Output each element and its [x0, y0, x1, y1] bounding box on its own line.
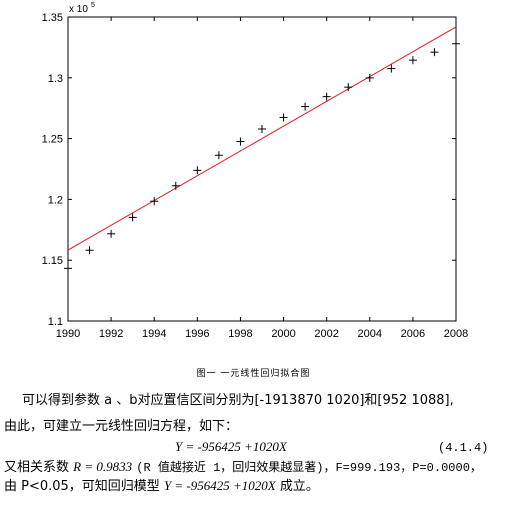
data-points: [64, 39, 460, 273]
data-point-marker: [452, 39, 460, 48]
axis-tick-labels: 1990 1992 1994 1996 1998 2000 2002 2004 2006 2008…: [42, 12, 469, 340]
correlation-value: R = 0.9833: [73, 459, 133, 474]
x-tick-label: 2002: [314, 328, 338, 340]
data-point-marker: [279, 113, 288, 122]
y-tick-label: 1.2: [48, 194, 63, 206]
conclusion-model: Y = -956425 +1020X: [163, 478, 276, 493]
data-point-marker: [408, 56, 417, 65]
data-point-marker: [365, 73, 374, 82]
y-tick-label: 1.15: [42, 255, 63, 267]
data-point-marker: [64, 264, 72, 273]
paragraph-equation-intro: 由此，可建立一元线性回归方程，如下：: [4, 419, 239, 434]
paragraph-confidence-intervals: 可以得到参数 a 、b对应置信区间分别为[-1913870 1020]和[952…: [22, 393, 454, 408]
y-tick-label: 1.25: [42, 134, 63, 146]
paragraph-correlation: 又相关系数 R = 0.9833 (R 值越接近 1，回归效果越显著)，F=99…: [4, 458, 504, 477]
data-point-marker: [107, 229, 116, 238]
regression-line: [67, 26, 457, 251]
figure-caption: 图一 一元线性回归拟合图: [196, 369, 311, 379]
data-point-marker: [387, 64, 396, 73]
data-point-marker: [430, 48, 439, 57]
x-tick-label: 2006: [401, 328, 425, 340]
axis-ticks: [67, 16, 457, 322]
data-point-marker: [258, 124, 266, 133]
data-point-marker: [85, 246, 94, 255]
equation-number: (4.1.4): [438, 441, 489, 455]
data-point-marker: [214, 151, 223, 160]
paragraph-conclusion: 由 P<0.05，可知回归模型 Y = -956425 +1020X 成立。: [4, 477, 504, 496]
data-point-marker: [128, 213, 137, 222]
correlation-prefix: 又相关系数: [4, 460, 70, 475]
y-tick-label: 1.3: [48, 73, 63, 85]
y-tick-label: 1.35: [42, 12, 63, 24]
data-point-marker: [344, 83, 353, 92]
data-point-marker: [236, 137, 245, 146]
plot-area: [67, 16, 457, 322]
x-tick-label: 1992: [99, 328, 123, 340]
data-point-marker: [150, 197, 159, 206]
data-point-marker: [322, 92, 331, 101]
data-point-marker: [171, 181, 180, 190]
y-exponent-power: 5: [91, 2, 95, 9]
x-tick-label: 2000: [271, 328, 295, 340]
regression-figure: 1990 1992 1994 1996 1998 2000 2002 2004 2006 2008…: [42, 2, 469, 340]
correlation-stats: (R 值越接近 1，回归效果越显著)，F=999.193，P=0.0000，: [136, 461, 482, 475]
x-tick-label: 2004: [358, 328, 382, 340]
data-point-marker: [301, 102, 310, 111]
y-exponent-base: x 10: [69, 4, 88, 15]
x-tick-label: 1990: [56, 328, 80, 340]
x-tick-label: 1996: [185, 328, 209, 340]
x-tick-label: 1998: [228, 328, 252, 340]
data-point-marker: [193, 166, 202, 175]
x-tick-label: 2008: [444, 328, 468, 340]
y-tick-label: 1.1: [48, 316, 63, 328]
x-tick-label: 1994: [142, 328, 166, 340]
conclusion-prefix: 由 P<0.05，可知回归模型: [4, 479, 160, 494]
conclusion-suffix: 成立。: [279, 479, 319, 494]
regression-equation: Y = -956425 +1020X: [175, 439, 287, 454]
